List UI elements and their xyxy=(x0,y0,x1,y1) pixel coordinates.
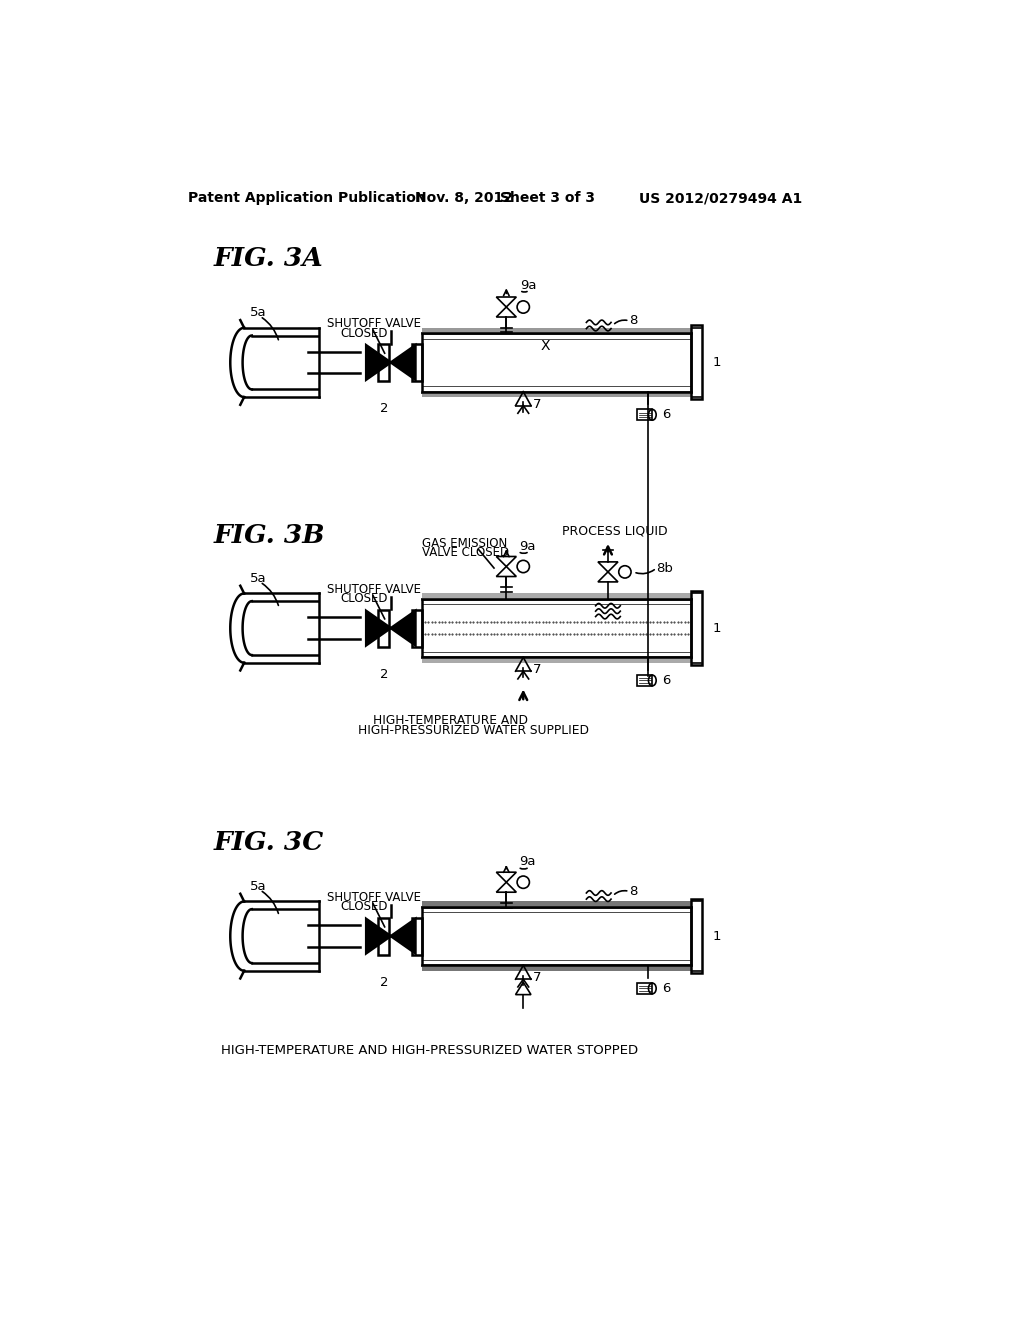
Text: 1: 1 xyxy=(713,622,721,635)
Polygon shape xyxy=(598,572,617,582)
Text: PROCESS LIQUID: PROCESS LIQUID xyxy=(562,524,668,537)
Bar xyxy=(422,657,691,663)
Text: 9a: 9a xyxy=(518,540,536,553)
Text: SHUTOFF VALVE: SHUTOFF VALVE xyxy=(327,891,421,904)
Text: 5a: 5a xyxy=(250,879,266,892)
Text: 8: 8 xyxy=(630,314,638,327)
Polygon shape xyxy=(497,557,516,566)
Bar xyxy=(422,902,691,907)
Text: 7: 7 xyxy=(532,663,541,676)
Bar xyxy=(422,594,691,599)
Polygon shape xyxy=(497,308,516,317)
Text: X: X xyxy=(541,338,551,352)
Text: CLOSED: CLOSED xyxy=(340,326,387,339)
Bar xyxy=(691,591,701,665)
Text: 6: 6 xyxy=(662,408,671,421)
Bar xyxy=(422,965,691,970)
Bar xyxy=(378,610,388,647)
Bar xyxy=(422,333,691,392)
Polygon shape xyxy=(391,346,416,380)
Bar xyxy=(637,675,652,686)
Text: Sheet 3 of 3: Sheet 3 of 3 xyxy=(500,191,595,206)
Text: 5a: 5a xyxy=(250,306,266,319)
Bar xyxy=(637,409,652,420)
Polygon shape xyxy=(497,873,516,882)
Text: 9a: 9a xyxy=(520,279,537,292)
Polygon shape xyxy=(391,919,416,953)
Bar xyxy=(422,392,691,397)
Text: 6: 6 xyxy=(662,982,671,995)
Polygon shape xyxy=(497,566,516,577)
Bar xyxy=(378,917,388,954)
Text: SHUTOFF VALVE: SHUTOFF VALVE xyxy=(327,583,421,597)
Text: 2: 2 xyxy=(380,668,388,681)
Text: 5a: 5a xyxy=(250,572,266,585)
Text: CLOSED: CLOSED xyxy=(340,900,387,913)
Bar xyxy=(412,917,422,954)
Bar xyxy=(422,907,691,965)
Bar xyxy=(637,983,652,994)
Text: FIG. 3B: FIG. 3B xyxy=(214,523,326,548)
Text: 7: 7 xyxy=(532,972,541,985)
Text: 8: 8 xyxy=(630,884,638,898)
Polygon shape xyxy=(497,882,516,892)
Bar xyxy=(691,899,701,973)
Polygon shape xyxy=(391,611,416,645)
Text: 2: 2 xyxy=(380,975,388,989)
Polygon shape xyxy=(367,919,391,953)
Text: GAS EMISSION: GAS EMISSION xyxy=(422,537,507,550)
Text: 6: 6 xyxy=(662,675,671,686)
Text: 2: 2 xyxy=(380,403,388,416)
Polygon shape xyxy=(367,611,391,645)
Text: VALVE CLOSED: VALVE CLOSED xyxy=(422,546,509,560)
Polygon shape xyxy=(497,297,516,308)
Text: 8b: 8b xyxy=(656,561,674,574)
Text: Nov. 8, 2012: Nov. 8, 2012 xyxy=(416,191,513,206)
Text: FIG. 3A: FIG. 3A xyxy=(214,246,324,271)
Text: US 2012/0279494 A1: US 2012/0279494 A1 xyxy=(639,191,802,206)
Bar xyxy=(422,599,691,657)
Text: HIGH-PRESSURIZED WATER SUPPLIED: HIGH-PRESSURIZED WATER SUPPLIED xyxy=(357,723,589,737)
Text: HIGH-TEMPERATURE AND: HIGH-TEMPERATURE AND xyxy=(373,714,528,727)
Polygon shape xyxy=(367,346,391,380)
Text: Patent Application Publication: Patent Application Publication xyxy=(188,191,426,206)
Bar xyxy=(412,345,422,381)
Bar xyxy=(378,345,388,381)
Text: CLOSED: CLOSED xyxy=(340,593,387,606)
Text: 1: 1 xyxy=(713,356,721,370)
Text: 7: 7 xyxy=(532,397,541,411)
Bar xyxy=(691,326,701,400)
Bar xyxy=(422,327,691,333)
Text: SHUTOFF VALVE: SHUTOFF VALVE xyxy=(327,317,421,330)
Polygon shape xyxy=(515,982,531,995)
Text: 9a: 9a xyxy=(518,855,536,869)
Text: FIG. 3C: FIG. 3C xyxy=(214,830,324,854)
Bar xyxy=(412,610,422,647)
Polygon shape xyxy=(598,562,617,572)
Text: HIGH-TEMPERATURE AND HIGH-PRESSURIZED WATER STOPPED: HIGH-TEMPERATURE AND HIGH-PRESSURIZED WA… xyxy=(221,1044,639,1056)
Text: 1: 1 xyxy=(713,929,721,942)
